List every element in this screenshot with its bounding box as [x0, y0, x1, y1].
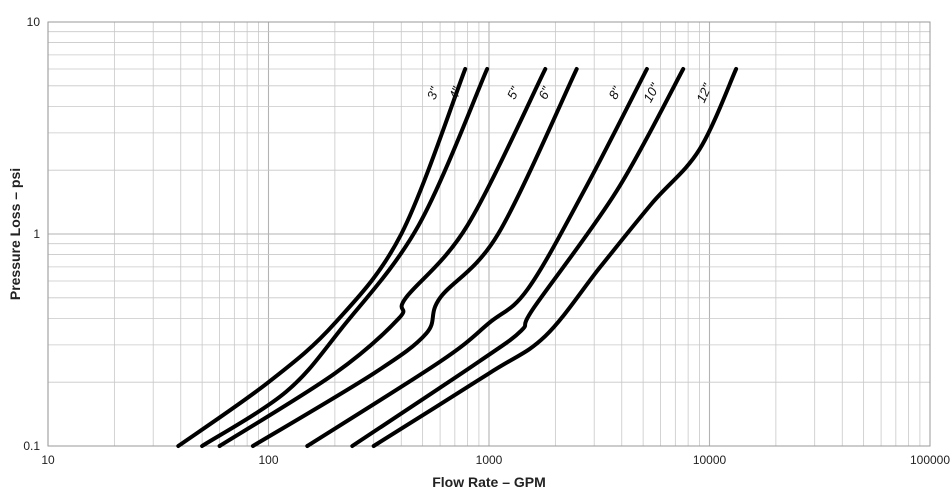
- y-tick-label: 10: [27, 15, 41, 29]
- series-line: [305, 67, 649, 448]
- x-tick-label: 100000: [910, 453, 950, 467]
- x-tick-label: 10000: [693, 453, 727, 467]
- y-tick-label: 0.1: [23, 439, 40, 453]
- x-axis-label: Flow Rate – GPM: [432, 474, 546, 490]
- series-line: [217, 67, 548, 448]
- series-label: 10": [640, 80, 663, 105]
- chart-grid: [47, 22, 930, 447]
- series-line: [371, 67, 739, 448]
- y-tick-label: 1: [33, 227, 40, 241]
- series-line: [176, 67, 468, 448]
- y-tick-labels: 0.1 1 10: [23, 15, 40, 453]
- series-label: 12": [693, 80, 715, 105]
- series-line: [200, 67, 490, 448]
- x-tick-labels: 10 100 1000 10000 100000: [41, 453, 950, 467]
- x-tick-label: 100: [258, 453, 278, 467]
- series-label: 4": [446, 84, 465, 102]
- y-axis-label: Pressure Loss – psi: [7, 168, 23, 300]
- series-line: [250, 67, 579, 448]
- x-tick-label: 1000: [476, 453, 503, 467]
- series-line: [350, 67, 686, 448]
- plot-frame: [47, 21, 931, 447]
- series-curves: [176, 67, 739, 448]
- x-tick-label: 10: [41, 453, 55, 467]
